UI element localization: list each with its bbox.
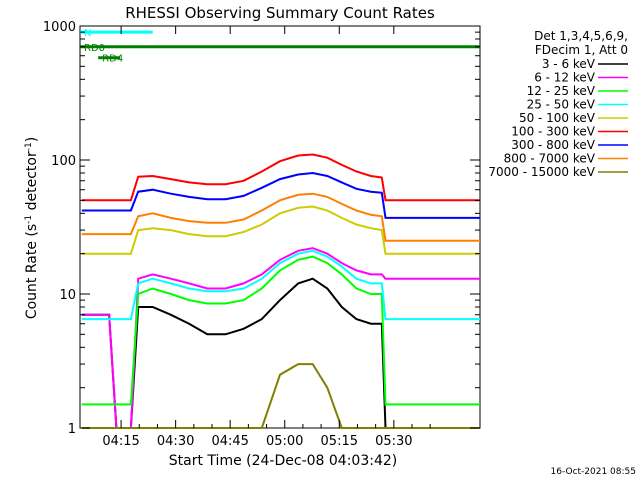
chart-title: RHESSI Observing Summary Count Rates — [125, 4, 435, 22]
x-tick-label-4: 05:15 — [321, 434, 358, 449]
x-tick-label-3: 05:00 — [266, 434, 303, 449]
annotation-label-1: RD0 — [84, 43, 105, 54]
annotation-label-0: N — [84, 28, 91, 39]
legend-label-7: 800 - 7000 keV — [504, 152, 596, 166]
series-lines — [81, 153, 480, 429]
x-tick-label-1: 04:30 — [157, 434, 194, 449]
legend: Det 1,3,4,5,6,9, FDecim 1, Att 0 3 - 6 k… — [488, 29, 628, 179]
legend-label-3: 25 - 50 keV — [527, 98, 596, 112]
series-line-6 — [81, 171, 480, 219]
legend-header-line-2: FDecim 1, Att 0 — [535, 43, 628, 57]
timestamp: 16-Oct-2021 08:55 — [551, 467, 636, 477]
y-tick-label-3: 1000 — [43, 20, 76, 35]
x-tick-label-2: 04:45 — [211, 434, 248, 449]
legend-label-8: 7000 - 15000 keV — [488, 165, 595, 179]
legend-label-5: 100 - 300 keV — [511, 125, 595, 139]
series-line-8 — [81, 363, 480, 429]
legend-label-0: 3 - 6 keV — [542, 57, 596, 71]
series-line-5 — [81, 153, 480, 202]
y-tick-label-1: 10 — [59, 288, 76, 303]
series-line-3 — [81, 249, 480, 321]
x-tick-label-5: 05:30 — [375, 434, 412, 449]
axis-ticks: 1 10 100 1000 04:15 04:30 04:45 05:00 05:15 05:30 — [43, 20, 480, 449]
legend-label-1: 6 - 12 keV — [534, 71, 596, 85]
series-line-2 — [81, 255, 480, 406]
y-tick-label-2: 100 — [51, 154, 76, 169]
y-axis-label: Count Rate (s-1 detector-1) — [24, 137, 40, 319]
legend-label-4: 50 - 100 keV — [519, 111, 596, 125]
x-axis-label: Start Time (24-Dec-08 04:03:42) — [169, 453, 397, 469]
series-line-1 — [81, 247, 480, 429]
series-line-4 — [81, 205, 480, 255]
plot-frame — [79, 25, 481, 429]
annotation-label-2: RD4 — [102, 54, 123, 65]
series-line-7 — [81, 192, 480, 242]
y-tick-label-0: 1 — [68, 422, 76, 437]
legend-label-6: 300 - 800 keV — [511, 138, 595, 152]
legend-header-line-1: Det 1,3,4,5,6,9, — [534, 29, 628, 43]
legend-label-2: 12 - 25 keV — [527, 84, 596, 98]
x-tick-label-0: 04:15 — [102, 434, 139, 449]
